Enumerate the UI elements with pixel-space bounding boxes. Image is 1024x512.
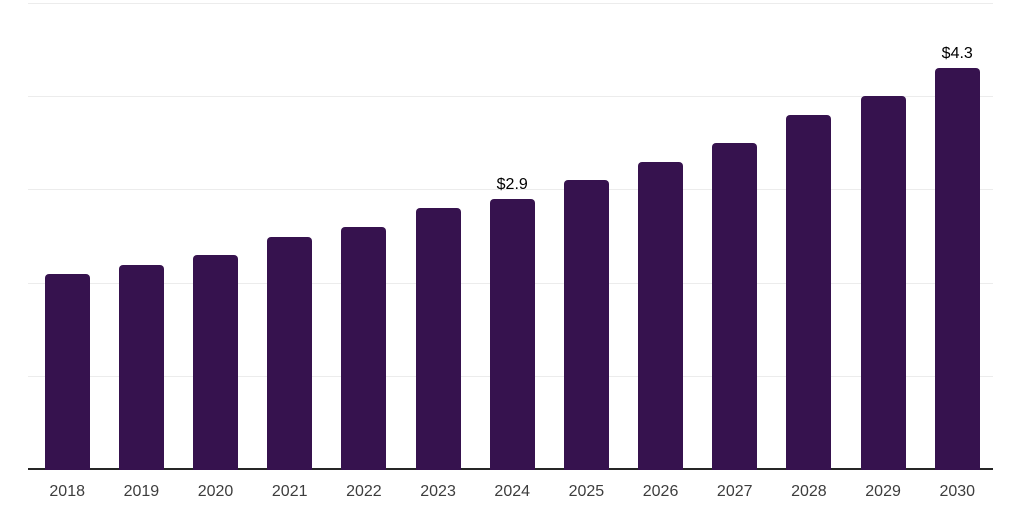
x-tick-2024: 2024	[494, 483, 531, 500]
x-axis-labels: 2018 2019 2020 2021 2022 2023 2024 2025 2026 2027…	[28, 470, 993, 512]
bar-2020	[193, 255, 239, 470]
x-tick-2026: 2026	[642, 483, 679, 500]
bar-2019	[118, 264, 164, 470]
x-tick-2018: 2018	[49, 483, 85, 500]
x-tick-2025: 2025	[568, 483, 605, 500]
bar-2018	[44, 273, 90, 470]
plot-area: $2.9 $4.3	[28, 0, 993, 470]
bar-value-label-2030: $4.3	[941, 45, 973, 63]
x-tick-2028: 2028	[791, 483, 827, 500]
bar-2024	[489, 199, 535, 470]
x-tick-2029: 2029	[865, 483, 901, 500]
gridline	[28, 95, 993, 97]
gridline	[28, 189, 993, 191]
bar-2021	[267, 236, 313, 470]
bar-2027	[712, 143, 758, 470]
bar-2030	[934, 68, 980, 470]
x-tick-2030: 2030	[939, 483, 976, 500]
bar-2022	[341, 227, 387, 470]
bar-2029	[860, 96, 906, 470]
x-tick-2023: 2023	[420, 483, 456, 500]
bar-2028	[786, 115, 832, 470]
bar-2025	[563, 180, 609, 470]
x-tick-2021: 2021	[271, 483, 308, 500]
x-tick-2022: 2022	[346, 483, 382, 500]
bar-value-label-2024: $2.9	[496, 176, 528, 194]
x-tick-2019: 2019	[123, 483, 160, 500]
bar-2026	[638, 161, 684, 470]
x-tick-2027: 2027	[716, 483, 753, 500]
x-tick-2020: 2020	[197, 483, 234, 500]
bar-2023	[415, 208, 461, 470]
gridline	[28, 2, 993, 4]
